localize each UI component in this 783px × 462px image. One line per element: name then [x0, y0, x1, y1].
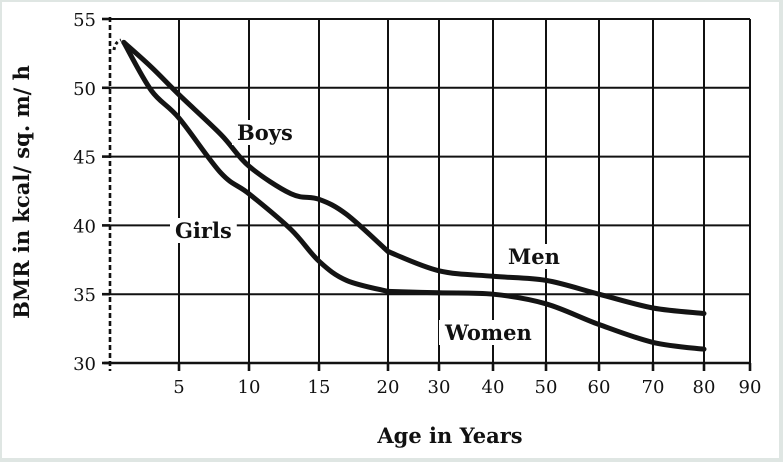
x-tick-label: 40 [482, 377, 505, 398]
x-tick-label: 5 [173, 377, 184, 398]
x-tick-label: 50 [535, 377, 558, 398]
x-axis-label: Age in Years [376, 423, 522, 448]
series-label-bg [439, 320, 537, 345]
curve-start-stub [112, 38, 122, 51]
x-tick-label: 60 [588, 377, 611, 398]
chart-frame: 30 35 40 45 50 55 5 10 15 20 30 40 50 60 70 80 90 Age in … [2, 2, 779, 458]
series-label-men: Men [508, 244, 560, 269]
x-tick-label: 15 [308, 377, 331, 398]
y-tick-label: 35 [73, 285, 96, 306]
series-label-girls: Girls [175, 218, 232, 243]
x-tick-label: 70 [642, 377, 665, 398]
series-line-women [385, 288, 707, 352]
x-tick-label: 30 [428, 377, 451, 398]
y-tick-label: 40 [73, 216, 96, 237]
series-label-bg [503, 244, 565, 269]
y-tick-label: 30 [73, 354, 96, 375]
series-label-bg [170, 218, 237, 243]
y-tick-label: 55 [73, 10, 96, 31]
y-tick-label: 45 [73, 148, 96, 169]
series-line-girls [121, 39, 391, 294]
x-tick-label: 80 [693, 377, 716, 398]
x-tick-label: 20 [377, 377, 400, 398]
series-label-women: Women [444, 320, 532, 345]
series-line-boys [121, 39, 391, 254]
series-label-boys: Boys [237, 120, 293, 145]
series-line-men [385, 249, 707, 316]
series-label-bg [232, 120, 298, 145]
y-axis-label: BMR in kcal/ sq. m/ h [9, 65, 34, 319]
x-tick-label: 10 [238, 377, 261, 398]
y-tick-label: 50 [73, 79, 96, 100]
x-tick-label: 90 [739, 377, 762, 398]
